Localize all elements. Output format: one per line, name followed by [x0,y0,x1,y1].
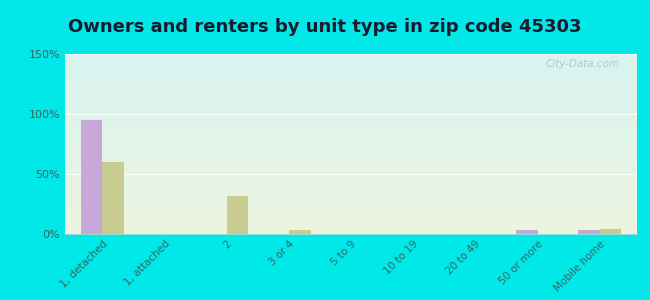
Bar [102,162,124,234]
Bar [515,230,538,234]
Bar [81,120,102,234]
Bar [227,196,248,234]
Bar [289,230,311,234]
Text: Owners and renters by unit type in zip code 45303: Owners and renters by unit type in zip c… [68,18,582,36]
Bar [578,230,600,234]
Bar [600,229,621,234]
Text: City-Data.com: City-Data.com [546,59,620,69]
